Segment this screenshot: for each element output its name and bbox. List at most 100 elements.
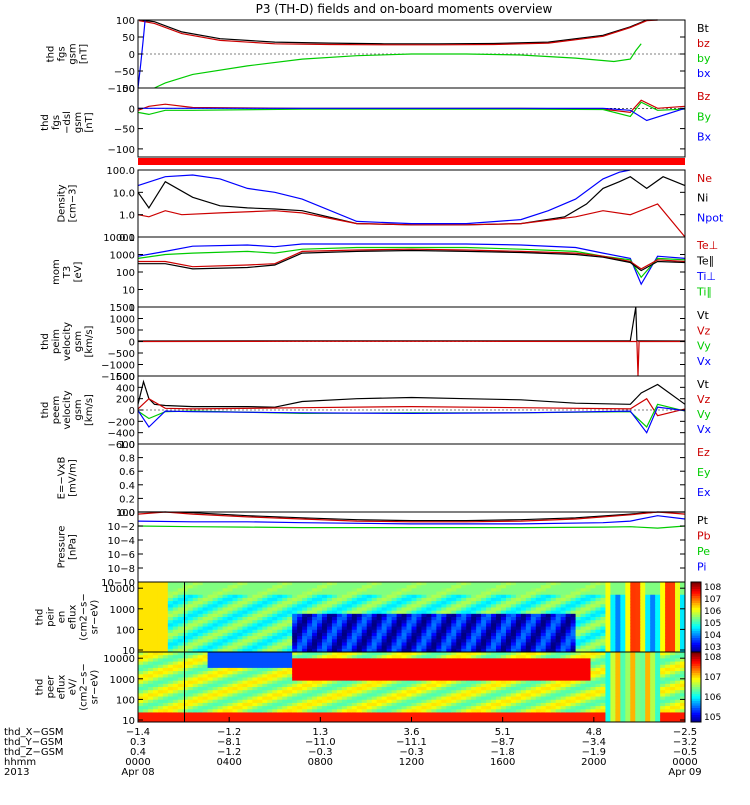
heatmap-cell	[561, 684, 566, 688]
heatmap-cell	[312, 706, 317, 710]
heatmap-cell	[218, 601, 223, 605]
heatmap-cell	[183, 668, 188, 672]
heatmap-cell	[456, 677, 461, 681]
heatmap-cell	[188, 639, 193, 643]
heatmap-cell	[193, 668, 198, 672]
heatmap-cell	[586, 607, 591, 611]
heatmap-cell	[451, 633, 456, 637]
heatmap-cell	[630, 598, 635, 602]
heatmap-cell	[412, 633, 417, 637]
heatmap-cell	[451, 607, 456, 611]
heatmap-cell	[168, 662, 173, 666]
heatmap-cell	[312, 601, 317, 605]
heatmap-cell	[516, 677, 521, 681]
heatmap-cell	[521, 639, 526, 643]
heatmap-cell	[272, 614, 277, 618]
heatmap-cell	[426, 668, 431, 672]
heatmap-cell	[377, 636, 382, 640]
heatmap-cell	[556, 690, 561, 694]
heatmap-cell	[367, 712, 372, 716]
heatmap-cell	[546, 712, 551, 716]
heatmap-cell	[357, 684, 362, 688]
heatmap-cell	[367, 627, 372, 631]
heatmap-cell	[272, 592, 277, 596]
heatmap-cell	[173, 709, 178, 713]
heatmap-cell	[506, 604, 511, 608]
heatmap-cell	[451, 620, 456, 624]
heatmap-cell	[302, 623, 307, 627]
heatmap-cell	[496, 604, 501, 608]
heatmap-cell	[615, 716, 620, 720]
heatmap-cell	[307, 639, 312, 643]
heatmap-cell	[362, 684, 367, 688]
heatmap-cell	[272, 585, 277, 589]
heatmap-cell	[645, 655, 650, 659]
heatmap-cell	[148, 630, 153, 634]
heatmap-cell	[282, 671, 287, 675]
heatmap-cell	[431, 588, 436, 592]
heatmap-cell	[476, 595, 481, 599]
heatmap-cell	[267, 712, 272, 716]
heatmap-cell	[317, 700, 322, 704]
heatmap-cell	[392, 598, 397, 602]
heatmap-cell	[407, 697, 412, 701]
heatmap-cell	[257, 639, 262, 643]
heatmap-cell	[451, 668, 456, 672]
heatmap-cell	[571, 700, 576, 704]
heatmap-cell	[148, 633, 153, 637]
heatmap-cell	[357, 706, 362, 710]
heatmap-cell	[287, 585, 292, 589]
heatmap-cell	[277, 582, 282, 586]
heatmap-cell	[382, 712, 387, 716]
heatmap-cell	[372, 716, 377, 720]
heatmap-cell	[566, 598, 571, 602]
heatmap-cell	[158, 706, 163, 710]
heatmap-cell	[183, 630, 188, 634]
heatmap-cell	[431, 642, 436, 646]
heatmap-cell	[412, 642, 417, 646]
heatmap-cell	[586, 633, 591, 637]
heatmap-cell	[377, 709, 382, 713]
heatmap-cell	[481, 646, 486, 650]
heatmap-cell	[576, 677, 581, 681]
heatmap-cell	[163, 700, 168, 704]
heatmap-cell	[178, 582, 183, 586]
heatmap-cell	[168, 658, 173, 662]
heatmap-cell	[257, 592, 262, 596]
heatmap-cell	[461, 646, 466, 650]
heatmap-cell	[476, 617, 481, 621]
heatmap-cell	[362, 614, 367, 618]
heatmap-cell	[158, 601, 163, 605]
heatmap-cell	[640, 623, 645, 627]
heatmap-cell	[237, 693, 242, 697]
heatmap-cell	[466, 677, 471, 681]
heatmap-cell	[193, 620, 198, 624]
heatmap-cell	[257, 681, 262, 685]
heatmap-cell	[332, 646, 337, 650]
heatmap-cell	[511, 677, 516, 681]
heatmap-cell	[282, 687, 287, 691]
heatmap-cell	[605, 611, 610, 615]
heatmap-cell	[158, 671, 163, 675]
heatmap-cell	[591, 671, 596, 675]
heatmap-cell	[511, 652, 516, 656]
heatmap-cell	[481, 592, 486, 596]
heatmap-cell	[203, 674, 208, 678]
heatmap-cell	[138, 693, 143, 697]
heatmap-cell	[605, 585, 610, 589]
heatmap-cell	[531, 665, 536, 669]
heatmap-cell	[581, 655, 586, 659]
heatmap-cell	[645, 709, 650, 713]
heatmap-cell	[446, 598, 451, 602]
heatmap-cell	[571, 623, 576, 627]
heatmap-cell	[441, 652, 446, 656]
heatmap-cell	[203, 655, 208, 659]
heatmap-cell	[198, 636, 203, 640]
heatmap-cell	[461, 690, 466, 694]
heatmap-cell	[213, 665, 218, 669]
heatmap-cell	[218, 607, 223, 611]
heatmap-cell	[272, 604, 277, 608]
heatmap-cell	[566, 585, 571, 589]
heatmap-cell	[262, 611, 267, 615]
heatmap-cell	[461, 681, 466, 685]
